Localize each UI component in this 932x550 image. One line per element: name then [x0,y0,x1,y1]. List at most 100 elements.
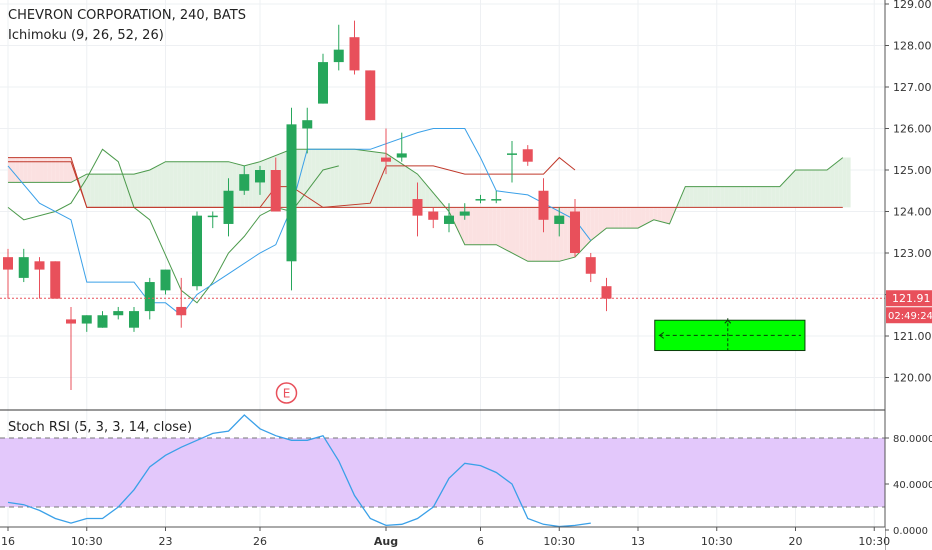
cloud-segment [405,166,410,208]
time-tick-label: Aug [374,535,398,548]
candle-body[interactable] [239,174,250,191]
cloud-segment [641,207,646,227]
cloud-segment [669,207,674,224]
candle-body[interactable] [538,190,549,220]
candle-body[interactable] [302,120,313,129]
cloud-segment [630,207,635,229]
time-axis[interactable] [0,527,885,550]
candle-body[interactable] [113,311,124,316]
candle-body[interactable] [475,199,486,201]
time-tick-label: 20 [789,535,803,548]
candle-body[interactable] [381,157,391,162]
candle-body[interactable] [396,153,407,158]
cloud-segment [8,157,12,183]
cloud-segment [354,149,359,208]
time-tick-label: 6 [477,535,484,548]
indicator-label-stoch-rsi[interactable]: Stoch RSI (5, 3, 3, 14, close) [8,420,193,435]
cloud-segment [452,207,457,229]
candle-body[interactable] [601,286,612,299]
cloud-segment [827,166,831,208]
candle-body[interactable] [585,257,596,274]
candle-body[interactable] [570,211,580,254]
candle-body[interactable] [459,211,470,216]
cloud-segment [602,207,607,232]
cloud-segment [582,207,587,249]
candle-body[interactable] [286,124,297,262]
candle-body[interactable] [554,215,565,224]
candle-body[interactable] [144,282,155,312]
cloud-segment [799,170,804,208]
price-tick-label: 124.00 [893,206,932,219]
cloud-segment [811,170,816,208]
price-axis[interactable] [885,0,932,550]
stoch-tick-label: 0.0000 [893,526,928,537]
cloud-segment [429,188,434,208]
earnings-marker-icon[interactable] [275,382,298,404]
candle-body[interactable] [333,49,344,63]
cloud-segment [523,207,528,262]
cloud-segment [397,161,402,208]
cloud-segment [842,157,847,208]
cloud-segment [626,207,631,229]
cloud-segment [693,186,698,208]
cloud-segment [102,174,107,208]
candle-body[interactable] [428,211,439,220]
candle-body[interactable] [223,190,234,224]
candle-body[interactable] [522,149,533,162]
cloud-segment [744,186,749,208]
last-price-badge [886,290,932,307]
candle-body[interactable] [365,70,376,121]
symbol-title[interactable]: CHEVRON CORPORATION, 240, BATS [8,8,246,23]
cloud-segment [807,170,812,208]
indicator-label-ichimoku[interactable]: Ichimoku (9, 26, 52, 26) [8,28,164,43]
cloud-segment [830,163,835,208]
candle-body[interactable] [349,37,360,71]
cloud-segment [779,182,784,208]
candle-body[interactable] [207,215,218,218]
candle-body[interactable] [18,257,29,278]
cloud-segment [708,186,713,208]
cloud-segment [98,174,103,208]
candle-body[interactable] [81,315,92,324]
price-tick-label: 125.00 [893,164,932,177]
cloud-segment [334,149,339,208]
cloud-segment [358,149,363,208]
candle-body[interactable] [270,170,281,212]
candle-body[interactable] [160,269,171,291]
candle-body[interactable] [97,315,108,328]
cloud-segment [496,207,501,247]
candle-body[interactable] [255,170,265,183]
candle-body[interactable] [34,261,45,270]
cloud-segment [685,186,690,208]
candle-body[interactable] [412,199,423,216]
candle-body[interactable] [192,215,202,287]
cloud-segment [492,207,497,245]
candle-body[interactable] [444,215,454,224]
ichimoku-span-a-line [8,148,844,262]
candle-body[interactable] [491,199,502,201]
cloud-segment [791,170,796,208]
cloud-segment [169,161,174,208]
candle-body[interactable] [507,153,517,155]
stoch-tick-label: 40.0000 [893,480,932,491]
cloud-segment [504,207,509,251]
time-tick-label: 10:30 [858,535,890,548]
cloud-segment [559,207,564,262]
candle-body[interactable] [129,311,139,328]
candle-body[interactable] [176,306,187,316]
cloud-segment [27,157,32,183]
cloud-segment [43,157,48,183]
candle-body[interactable] [50,261,61,299]
cloud-segment [661,207,666,223]
cloud-segment [590,207,595,241]
cloud-segment [598,207,603,235]
cloud-segment [594,207,599,238]
last-price-label: 121.91 [892,292,931,305]
candle-body[interactable] [3,257,13,270]
candle-body[interactable] [318,62,328,104]
cloud-segment [204,161,209,208]
cloud-segment [724,186,729,208]
cloud-segment [767,186,772,208]
candle-body[interactable] [66,319,76,324]
